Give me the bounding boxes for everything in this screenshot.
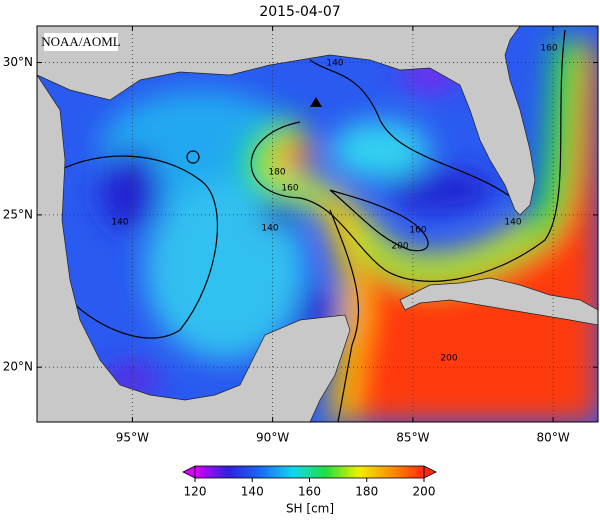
map-frame — [36, 25, 599, 423]
contour-label: 140 — [326, 59, 343, 69]
title: 2015-04-07 — [259, 4, 340, 20]
colorbar-tick-label: 200 — [413, 485, 436, 499]
colorbar — [194, 465, 425, 479]
contour-label: 160 — [409, 226, 426, 236]
contour-label: 160 — [281, 184, 298, 194]
lon-label: 80°W — [537, 431, 570, 445]
contour-label: 140 — [504, 218, 521, 228]
credit-box — [44, 33, 118, 51]
lat-label: 20°N — [3, 360, 33, 374]
lon-label: 95°W — [116, 431, 149, 445]
contour-label: 200 — [440, 354, 457, 364]
colorbar-tick-label: 160 — [298, 485, 321, 499]
contour-label: 140 — [111, 218, 128, 228]
contour-label: 140 — [261, 224, 278, 234]
map-field — [37, 26, 598, 422]
lat-label: 25°N — [3, 207, 33, 221]
credit: NOAA/AOML — [41, 34, 121, 49]
colorbar-high — [423, 465, 437, 479]
lon-label: 90°W — [256, 431, 289, 445]
colorbar-tick-label: 120 — [184, 485, 207, 499]
lon-label: 85°W — [396, 431, 429, 445]
colorbar-tick-label: 140 — [241, 485, 264, 499]
contour-label: 180 — [268, 168, 285, 178]
colorbar-tick-label: 180 — [355, 485, 378, 499]
lat-label: 30°N — [3, 55, 33, 69]
colorbar-low — [182, 465, 196, 479]
contour-label: 160 — [540, 44, 557, 54]
contour-label: 200 — [391, 242, 408, 252]
land — [37, 26, 598, 422]
marker — [310, 97, 322, 107]
colorbar-label: SH [cm] — [286, 502, 334, 516]
